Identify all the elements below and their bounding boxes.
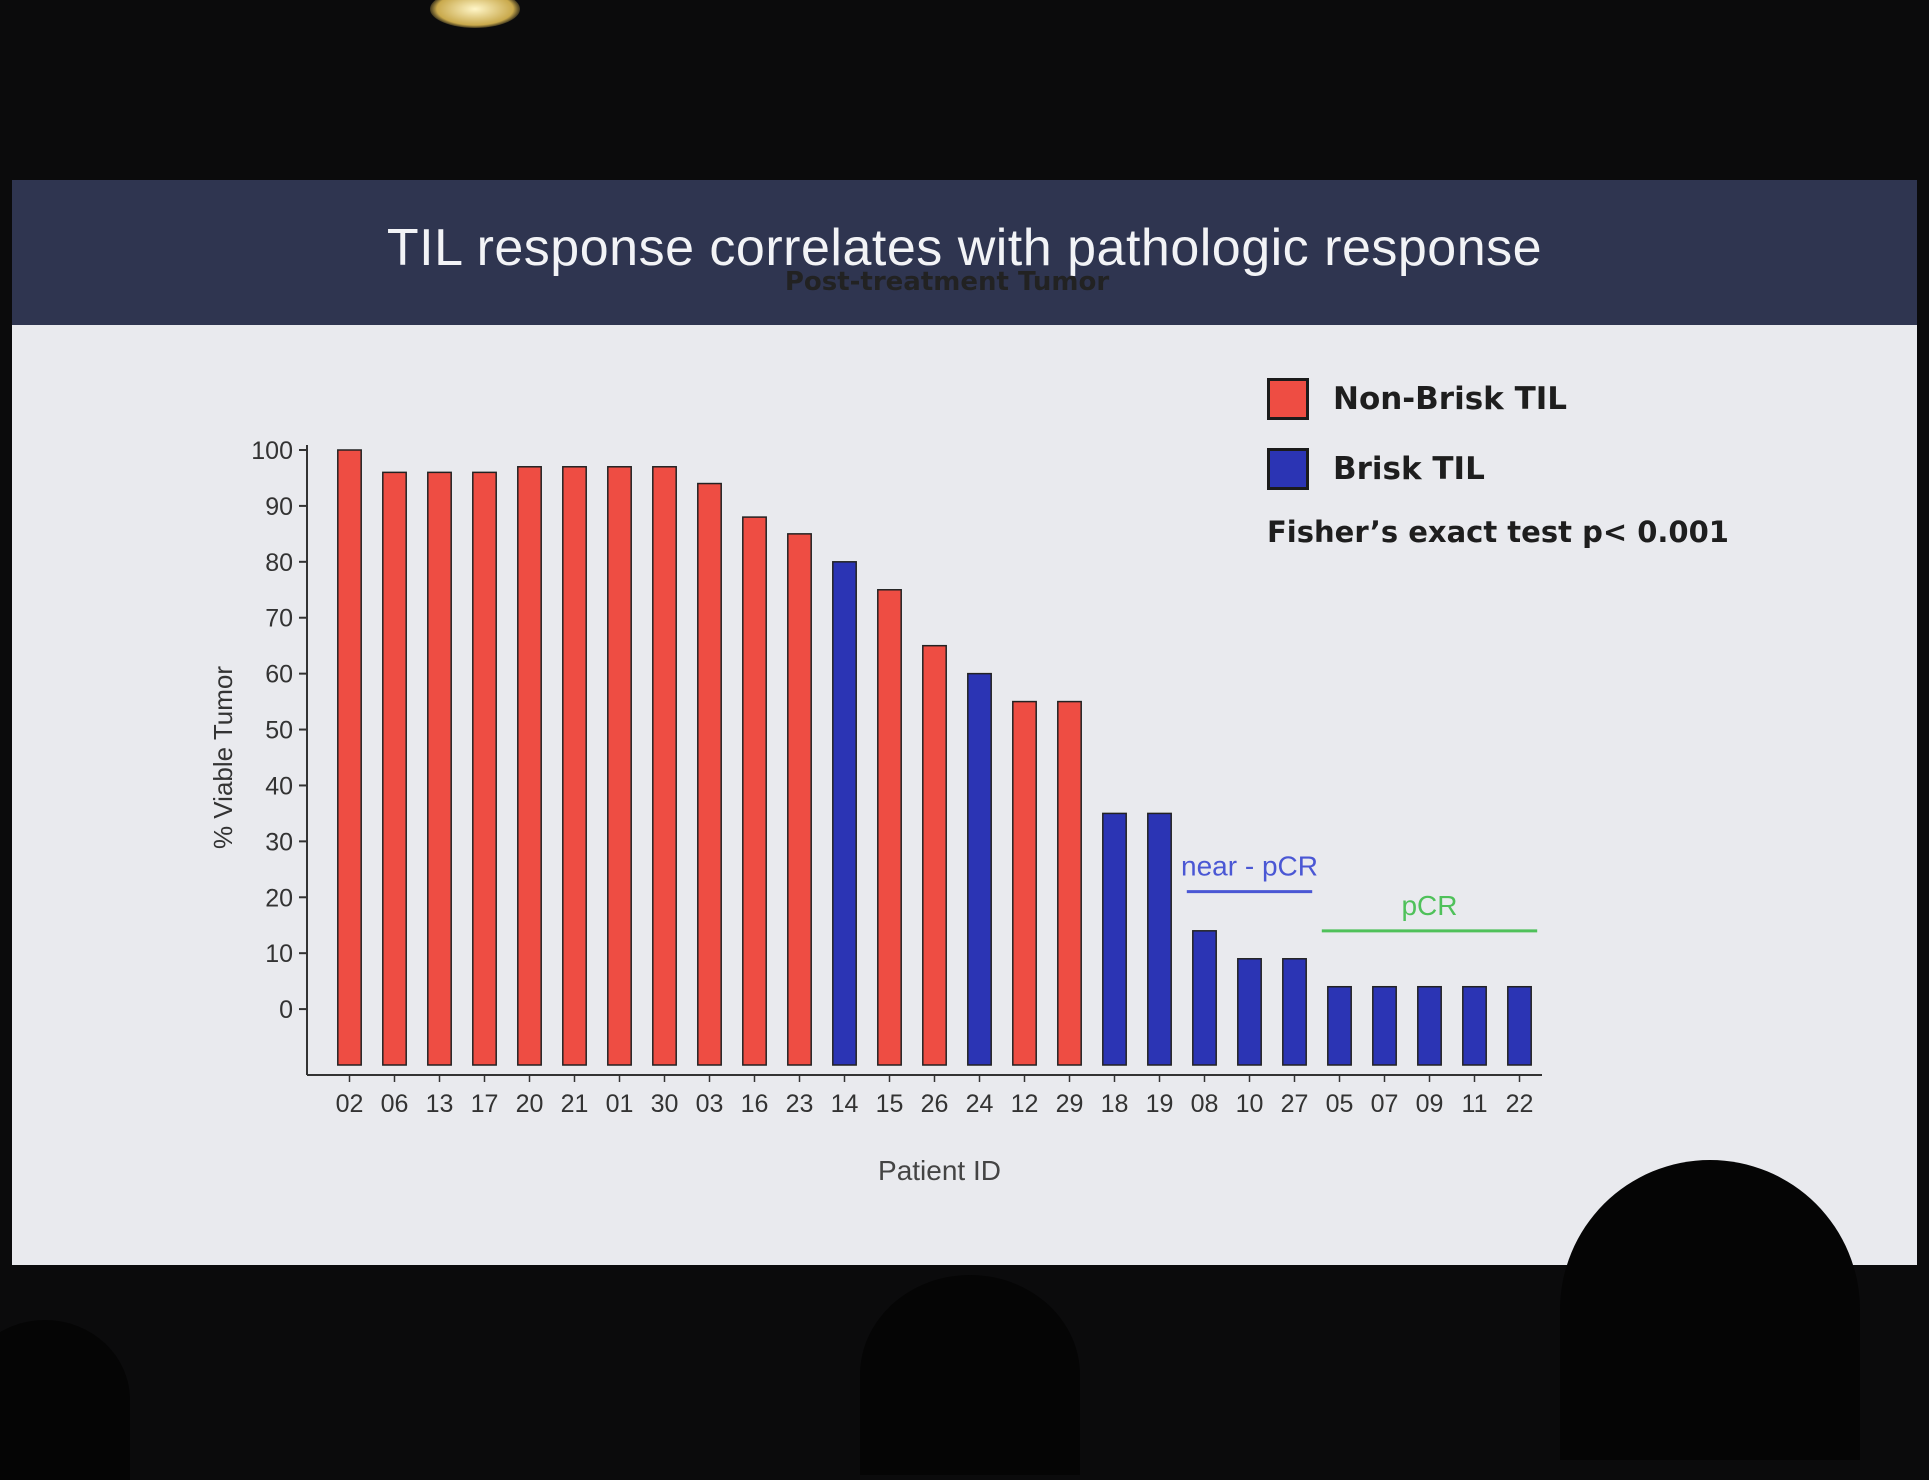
x-tick-label: 19 [1146,1090,1174,1118]
y-tick-label: 100 [251,437,293,465]
fisher-test-note: Fisher’s exact test p< 0.001 [1267,515,1729,549]
bar [652,466,677,1066]
audience-head-center [860,1275,1080,1475]
x-tick-label: 09 [1416,1090,1444,1118]
x-tick-label: 11 [1462,1090,1488,1118]
x-tick-label: 16 [741,1090,769,1118]
bar [1192,930,1217,1066]
bar [1417,985,1442,1066]
bar [1102,812,1127,1066]
bar [1237,958,1262,1066]
bar [832,561,857,1066]
x-tick-label: 15 [876,1090,904,1118]
y-tick-label: 50 [265,717,293,745]
bar [877,589,902,1066]
slide-title-bar: TIL response correlates with pathologic … [12,180,1917,325]
y-tick-label: 40 [265,772,293,800]
pcr-annotation-label: pCR [1401,890,1457,921]
x-tick-label: 02 [336,1090,364,1118]
y-tick-label: 60 [265,661,293,689]
x-tick-label: 12 [1011,1090,1039,1118]
bar [472,471,497,1066]
x-tick-label: 10 [1236,1090,1264,1118]
bar [1327,985,1352,1066]
x-tick-label: 27 [1281,1090,1309,1118]
y-tick-label: 30 [265,828,293,856]
x-tick-label: 17 [471,1090,499,1118]
bar [787,533,812,1066]
bar [562,466,587,1066]
audience-head-left [0,1320,130,1480]
x-tick-label: 29 [1056,1090,1084,1118]
x-tick-label: 05 [1326,1090,1354,1118]
x-tick-label: 23 [786,1090,814,1118]
x-tick-label: 01 [606,1090,634,1118]
ceiling-light [430,0,520,28]
legend-swatch-brisk [1267,448,1309,490]
audience-head-right [1560,1160,1860,1460]
chart-title: Post-treatment Tumor [785,267,1110,297]
bar [1282,958,1307,1066]
y-tick-label: 90 [265,493,293,521]
bar-chart: Post-treatment Tumor01020304050607080901… [208,267,1542,1186]
bar [1147,812,1172,1066]
bar [427,471,452,1066]
x-tick-label: 13 [426,1090,454,1118]
bar [697,482,722,1066]
bar [337,449,362,1066]
x-tick-label: 26 [921,1090,949,1118]
x-tick-label: 14 [831,1090,859,1118]
legend-label-non-brisk: Non-Brisk TIL [1333,381,1568,417]
y-axis-label: % Viable Tumor [208,666,238,849]
y-tick-label: 0 [279,996,293,1024]
bar [742,516,767,1066]
x-tick-label: 08 [1191,1090,1219,1118]
y-tick-label: 70 [265,605,293,633]
y-tick-label: 20 [265,884,293,912]
bar [382,471,407,1066]
legend-item-brisk: Brisk TIL [1267,445,1729,493]
legend-item-non-brisk: Non-Brisk TIL [1267,375,1729,423]
x-tick-label: 18 [1101,1090,1129,1118]
x-tick-label: 22 [1506,1090,1534,1118]
x-tick-label: 07 [1371,1090,1399,1118]
bar [1507,985,1532,1066]
bar [1057,700,1082,1066]
x-tick-label: 03 [696,1090,724,1118]
bar [967,672,992,1066]
presentation-slide: TIL response correlates with pathologic … [12,180,1917,1265]
legend-swatch-non-brisk [1267,378,1309,420]
x-tick-label: 06 [381,1090,409,1118]
legend-label-brisk: Brisk TIL [1333,451,1485,487]
bar [922,644,947,1066]
y-tick-label: 10 [265,940,293,968]
bar [517,466,542,1066]
bar [1372,985,1397,1066]
bar [1012,700,1037,1066]
x-axis-label: Patient ID [878,1155,1001,1186]
chart-legend: Non-Brisk TIL Brisk TIL Fisher’s exact t… [1267,375,1729,549]
y-tick-label: 80 [265,549,293,577]
slide-title: TIL response correlates with pathologic … [386,219,1543,277]
x-tick-label: 21 [561,1090,589,1118]
x-tick-label: 20 [516,1090,544,1118]
x-tick-label: 24 [966,1090,994,1118]
bar [1462,985,1487,1066]
bar [607,466,632,1066]
x-tick-label: 30 [651,1090,679,1118]
near-pcr-annotation-label: near - pCR [1181,851,1318,882]
